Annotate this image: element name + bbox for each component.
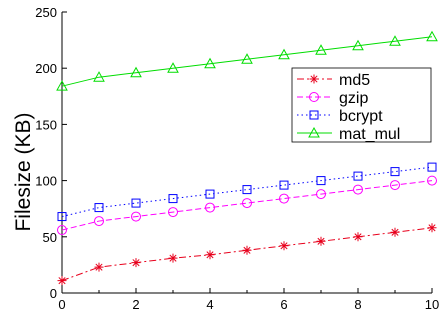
data-point-md5: [168, 253, 178, 263]
data-point-mat_mul: [241, 53, 253, 64]
data-point-mat_mul: [315, 44, 327, 55]
legend-item-gzip: gzip: [297, 90, 368, 107]
data-point-gzip: [353, 184, 363, 195]
legend-marker: [308, 126, 320, 138]
x-tick-label: 0: [58, 297, 65, 312]
data-point-bcrypt: [57, 212, 67, 222]
y-tick-label: 250: [35, 5, 57, 20]
series-line-bcrypt: [61, 166, 433, 218]
data-point-bcrypt: [427, 162, 437, 172]
series-md5: [57, 223, 437, 286]
series-line-gzip: [61, 180, 433, 231]
data-point-mat_mul: [426, 30, 438, 42]
data-point-mat_mul: [352, 39, 364, 51]
series-mat_mul: [56, 30, 438, 91]
data-point-mat_mul: [130, 66, 142, 78]
data-point-mat_mul: [389, 35, 401, 46]
y-tick-label: 200: [35, 61, 57, 76]
data-point-mat_mul: [93, 71, 105, 82]
data-point-md5: [94, 262, 104, 272]
data-point-mat_mul: [167, 62, 179, 73]
data-point-gzip: [242, 198, 252, 209]
data-point-bcrypt: [94, 203, 104, 213]
data-point-md5: [205, 250, 215, 260]
data-point-gzip: [316, 189, 326, 200]
y-tick-label: 100: [35, 174, 57, 189]
data-point-gzip: [279, 193, 289, 204]
legend-item-mat_mul: mat_mul: [297, 126, 400, 143]
data-point-gzip: [427, 175, 437, 186]
y-tick-label: 150: [35, 117, 57, 132]
data-point-mat_mul: [204, 57, 216, 69]
data-point-md5: [390, 227, 400, 237]
x-tick-label: 4: [206, 297, 213, 312]
series-bcrypt: [57, 162, 437, 222]
legend-label: gzip: [339, 90, 368, 107]
legend-label: bcrypt: [339, 108, 383, 125]
data-point-md5: [316, 236, 326, 246]
data-point-md5: [131, 258, 141, 268]
data-point-bcrypt: [279, 180, 289, 190]
data-point-bcrypt: [316, 176, 326, 186]
data-point-bcrypt: [242, 185, 252, 195]
series-line-mat_mul: [61, 36, 433, 87]
data-point-md5: [353, 232, 363, 242]
data-point-gzip: [131, 211, 141, 222]
series-gzip: [57, 175, 437, 236]
data-point-md5: [57, 276, 67, 286]
data-point-md5: [242, 245, 252, 255]
legend-item-bcrypt: bcrypt: [297, 108, 383, 125]
x-tick-label: 6: [280, 297, 287, 312]
y-axis-label: Filesize (KB): [12, 112, 35, 231]
data-point-bcrypt: [390, 167, 400, 177]
data-point-gzip: [57, 225, 67, 236]
data-point-md5: [279, 241, 289, 251]
data-point-gzip: [168, 207, 178, 218]
chart-series: [56, 30, 438, 286]
legend-label: mat_mul: [339, 126, 400, 143]
data-point-mat_mul: [278, 48, 290, 60]
data-point-bcrypt: [168, 194, 178, 204]
legend-marker: [309, 92, 319, 102]
data-point-gzip: [94, 216, 104, 227]
x-tick-label: 8: [354, 297, 361, 312]
data-point-bcrypt: [205, 189, 215, 199]
data-point-gzip: [390, 180, 400, 191]
y-tick-label: 0: [50, 286, 57, 301]
data-point-gzip: [205, 202, 215, 213]
legend-marker: [309, 74, 319, 84]
legend-label: md5: [339, 72, 370, 89]
x-tick-label: 2: [132, 297, 139, 312]
legend-item-md5: md5: [297, 72, 370, 89]
data-point-bcrypt: [131, 198, 141, 208]
data-point-md5: [427, 223, 437, 233]
chart-ticks: 0 50 100 150 200 250 0 2 4 6 8 10: [35, 5, 439, 312]
y-tick-label: 50: [43, 230, 57, 245]
series-line-md5: [61, 227, 433, 282]
data-point-mat_mul: [56, 80, 68, 91]
data-point-bcrypt: [353, 171, 363, 181]
legend-marker: [309, 110, 319, 120]
x-tick-label: 10: [425, 297, 439, 312]
